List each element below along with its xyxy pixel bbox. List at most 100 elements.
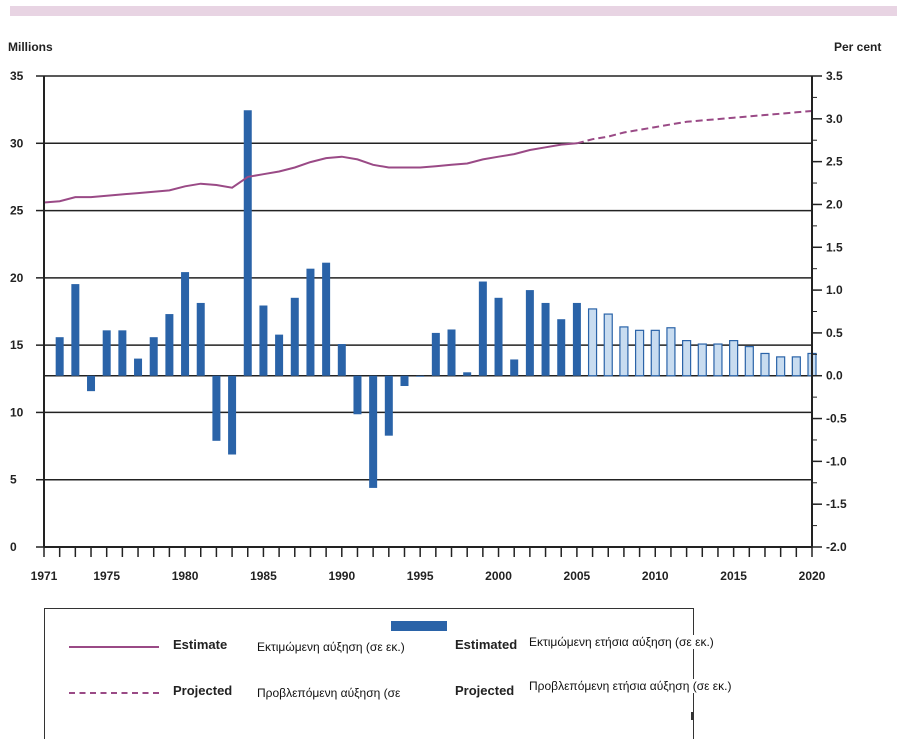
axes-layer: 0 5 10 15 20 25 30 35 3.5 3.0 2.5 2.0 1.5 1.0 0.5 0.0 -0… bbox=[10, 69, 847, 583]
bar-estimated bbox=[55, 337, 64, 376]
left-tick-label: 30 bbox=[10, 136, 24, 150]
bar-estimated bbox=[165, 314, 174, 376]
bar-projected bbox=[587, 308, 598, 377]
line-estimate bbox=[43, 142, 577, 204]
x-tick-label: 1995 bbox=[407, 569, 434, 583]
bar-projected bbox=[682, 340, 692, 377]
bar-projected bbox=[760, 352, 770, 377]
right-tick-label: 3.0 bbox=[826, 112, 843, 126]
right-tick-label: -1.5 bbox=[826, 497, 847, 511]
legend-estimated-label: Estimated bbox=[455, 637, 518, 652]
right-tick-label: -1.0 bbox=[826, 454, 847, 468]
bar-estimated bbox=[275, 334, 284, 376]
legend-projected-annual-label: Projected bbox=[455, 683, 515, 698]
right-tick-label: 1.5 bbox=[826, 240, 843, 254]
bar-estimated bbox=[102, 330, 111, 376]
left-tick-label: 10 bbox=[10, 405, 24, 419]
bar-estimated bbox=[149, 337, 158, 376]
bar-projected bbox=[713, 343, 723, 377]
legend-row-2: Projected Προβλεπόμενη αύξηση (σε Projec… bbox=[45, 679, 734, 705]
legend-edge-tick bbox=[691, 712, 693, 720]
top-accent-band bbox=[10, 6, 897, 16]
bar-estimated bbox=[510, 359, 519, 376]
right-tick-label: -2.0 bbox=[826, 540, 847, 554]
x-tick-label: 1980 bbox=[172, 569, 199, 583]
bar-estimated bbox=[369, 375, 378, 488]
legend-estimate-line-swatch bbox=[69, 646, 159, 648]
bar-projected bbox=[650, 329, 660, 377]
bar-estimated bbox=[557, 319, 566, 376]
legend: Estimate Εκτιμώμενη αύξηση (σε εκ.) Esti… bbox=[44, 608, 734, 739]
bar-estimated bbox=[494, 297, 503, 376]
left-tick-label: 5 bbox=[10, 473, 17, 487]
x-tick-label: 2000 bbox=[485, 569, 512, 583]
legend-estimate-translation: Εκτιμώμενη αύξηση (σε εκ.) bbox=[255, 640, 407, 654]
bar-estimated bbox=[431, 332, 440, 376]
bar-projected bbox=[619, 326, 629, 377]
legend-estimated-bar-swatch bbox=[391, 621, 447, 631]
legend-estimated-translation: Εκτιμώμενη ετήσια αύξηση (σε εκ.) bbox=[527, 635, 716, 649]
bar-estimated bbox=[196, 302, 205, 376]
left-axis-unit-label: Millions bbox=[8, 40, 53, 54]
bar-projected bbox=[603, 313, 613, 377]
bar-projected bbox=[791, 356, 801, 377]
right-tick-label: 2.0 bbox=[826, 197, 843, 211]
line-projected bbox=[576, 110, 813, 145]
left-tick-label: 0 bbox=[10, 540, 17, 554]
bar-estimated bbox=[400, 375, 409, 387]
bar-estimated bbox=[416, 375, 425, 377]
x-tick-label: 1971 bbox=[31, 569, 58, 583]
bar-estimated bbox=[384, 375, 393, 436]
x-tick-label: 2010 bbox=[642, 569, 669, 583]
bar-estimated bbox=[322, 262, 331, 376]
right-tick-label: 0.5 bbox=[826, 326, 843, 340]
bar-estimated bbox=[337, 344, 346, 376]
bar-estimated bbox=[259, 305, 268, 376]
right-tick-label: 2.5 bbox=[826, 155, 843, 169]
bar-estimated bbox=[87, 375, 96, 392]
legend-projected-line-swatch bbox=[69, 692, 159, 694]
bar-projected bbox=[634, 329, 645, 377]
bar-estimated bbox=[243, 110, 252, 376]
left-tick-label: 15 bbox=[10, 338, 24, 352]
bar-estimated bbox=[181, 272, 190, 376]
bar-estimated bbox=[228, 375, 237, 455]
lines-layer bbox=[43, 110, 813, 204]
grid-layer bbox=[44, 75, 812, 481]
right-tick-label: 3.5 bbox=[826, 69, 843, 83]
chart: 0 5 10 15 20 25 30 35 3.5 3.0 2.5 2.0 1.5 1.0 0.5 0.0 -0… bbox=[8, 40, 881, 583]
bar-projected bbox=[697, 343, 707, 377]
bar-estimated bbox=[525, 290, 534, 376]
bar-projected bbox=[666, 327, 676, 377]
right-tick-label: 1.0 bbox=[826, 283, 843, 297]
bar-estimated bbox=[447, 329, 456, 376]
legend-projected-label: Projected bbox=[173, 683, 233, 698]
right-tick-label: 0.0 bbox=[826, 369, 843, 383]
bars-layer bbox=[55, 110, 817, 488]
bar-estimated bbox=[290, 297, 299, 376]
bar-projected bbox=[744, 346, 754, 377]
x-tick-label: 2020 bbox=[799, 569, 826, 583]
legend-projected-annual-translation: Προβλεπόμενη ετήσια αύξηση (σε εκ.) bbox=[527, 679, 734, 693]
x-tick-label: 1985 bbox=[250, 569, 277, 583]
bar-projected bbox=[729, 340, 739, 377]
x-tick-label: 2015 bbox=[720, 569, 747, 583]
legend-row-1: Estimate Εκτιμώμενη αύξηση (σε εκ.) Esti… bbox=[45, 621, 716, 659]
bar-estimated bbox=[71, 284, 80, 376]
left-tick-label: 20 bbox=[10, 271, 24, 285]
bar-estimated bbox=[353, 375, 362, 415]
x-tick-label: 1975 bbox=[93, 569, 120, 583]
bar-estimated bbox=[118, 330, 127, 376]
bar-estimated bbox=[306, 268, 315, 376]
bar-estimated bbox=[463, 372, 472, 376]
legend-projected-translation: Προβλεπόμενη αύξηση (σε bbox=[255, 686, 403, 700]
bar-estimated bbox=[134, 358, 143, 376]
left-tick-label: 25 bbox=[10, 204, 24, 218]
bar-estimated bbox=[478, 281, 487, 376]
right-tick-label: -0.5 bbox=[826, 412, 847, 426]
right-axis-unit-label: Per cent bbox=[834, 40, 881, 54]
bar-estimated bbox=[572, 302, 581, 376]
x-tick-label: 1990 bbox=[328, 569, 355, 583]
bar-projected bbox=[776, 356, 786, 377]
x-tick-label: 2005 bbox=[564, 569, 591, 583]
